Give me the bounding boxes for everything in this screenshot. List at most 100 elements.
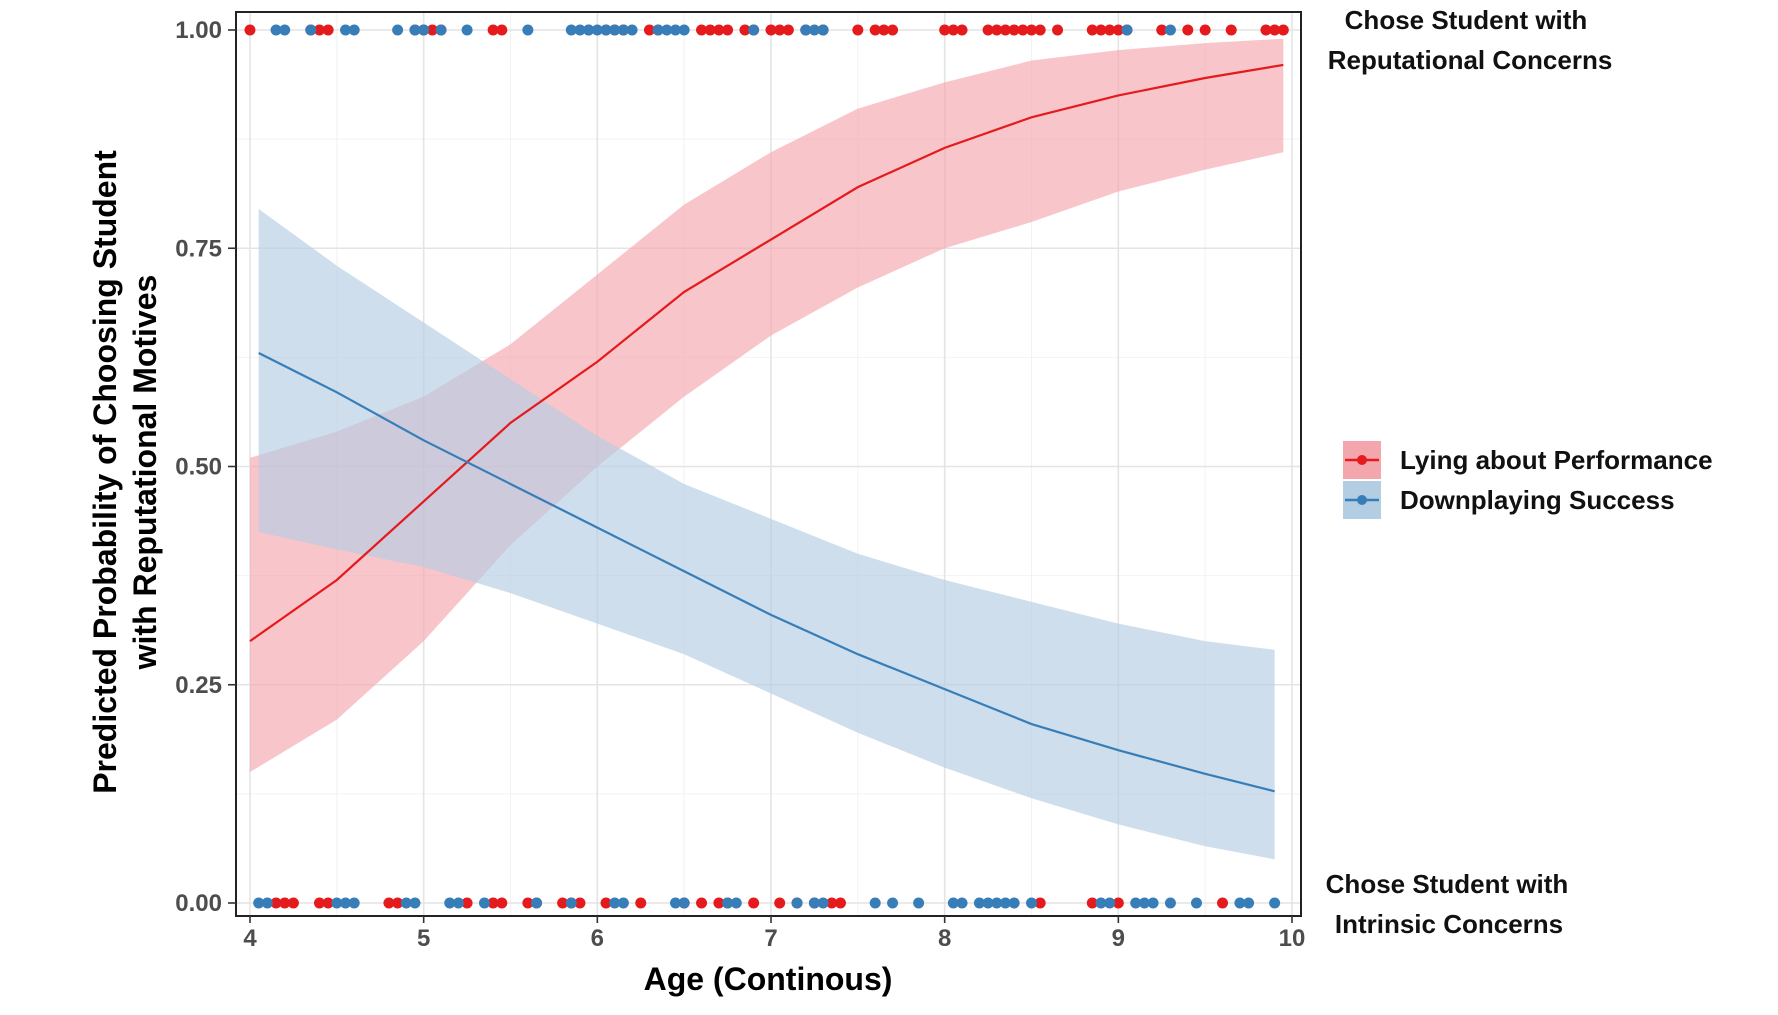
data-point-downplaying-0	[808, 897, 820, 909]
legend-label-downplaying: Downplaying Success	[1400, 485, 1675, 515]
x-tick-label: 4	[243, 925, 257, 952]
data-point-downplaying-0	[340, 897, 352, 909]
x-tick-label: 7	[764, 925, 777, 952]
data-point-downplaying-0	[331, 897, 343, 909]
data-point-downplaying-0	[991, 897, 1003, 909]
confidence-ribbon-downplaying	[258, 208, 1275, 860]
data-point-downplaying-0	[1164, 897, 1176, 909]
data-point-lying-0	[696, 897, 708, 909]
y-tick-label: 0.00	[175, 890, 222, 917]
data-point-downplaying-0	[1190, 897, 1202, 909]
data-point-lying-1	[244, 24, 256, 36]
data-point-downplaying-1	[270, 24, 282, 36]
data-point-downplaying-1	[435, 24, 447, 36]
data-point-lying-0	[600, 897, 612, 909]
data-point-lying-1	[426, 24, 438, 36]
data-point-downplaying-0	[617, 897, 629, 909]
data-point-downplaying-0	[1104, 897, 1116, 909]
data-point-downplaying-0	[1147, 897, 1159, 909]
data-point-lying-1	[887, 24, 899, 36]
data-point-lying-1	[1017, 24, 1029, 36]
data-point-downplaying-1	[669, 24, 681, 36]
data-point-lying-0	[1112, 897, 1124, 909]
data-point-lying-0	[287, 897, 299, 909]
data-point-downplaying-1	[591, 24, 603, 36]
data-point-downplaying-0	[913, 897, 925, 909]
data-point-lying-1	[1156, 24, 1168, 36]
y-tick-label: 0.25	[175, 672, 222, 699]
data-point-lying-1	[487, 24, 499, 36]
legend-label-lying: Lying about Performance	[1400, 445, 1713, 475]
y-tick-label: 0.50	[175, 454, 222, 481]
y-axis-title-line2: with Reputational Motives	[127, 275, 163, 671]
data-point-downplaying-0	[1138, 897, 1150, 909]
data-point-lying-1	[1269, 24, 1281, 36]
data-point-lying-1	[696, 24, 708, 36]
data-point-lying-1	[782, 24, 794, 36]
data-point-downplaying-0	[409, 897, 421, 909]
data-point-downplaying-0	[999, 897, 1011, 909]
data-point-lying-1	[704, 24, 716, 36]
data-point-downplaying-0	[1234, 897, 1246, 909]
data-point-lying-1	[956, 24, 968, 36]
data-point-lying-1	[1086, 24, 1098, 36]
data-point-downplaying-1	[652, 24, 664, 36]
data-point-downplaying-0	[348, 897, 360, 909]
data-point-lying-0	[1086, 897, 1098, 909]
data-point-downplaying-1	[617, 24, 629, 36]
annotation-top-line2: Reputational Concerns	[1328, 45, 1613, 75]
data-point-downplaying-0	[253, 897, 265, 909]
data-point-lying-1	[852, 24, 864, 36]
annotation-bottom-line1: Chose Student with	[1326, 869, 1569, 899]
data-point-lying-1	[1199, 24, 1211, 36]
data-point-downplaying-0	[531, 897, 543, 909]
data-point-downplaying-0	[609, 897, 621, 909]
x-tick-label: 9	[1112, 925, 1125, 952]
data-point-downplaying-0	[869, 897, 881, 909]
data-point-lying-1	[1182, 24, 1194, 36]
annotation-top-line1: Chose Student with	[1345, 5, 1588, 35]
data-point-lying-1	[739, 24, 751, 36]
data-point-lying-1	[1052, 24, 1064, 36]
data-point-lying-0	[748, 897, 760, 909]
data-point-lying-0	[487, 897, 499, 909]
data-point-downplaying-1	[600, 24, 612, 36]
line-layer	[249, 63, 1284, 793]
data-point-downplaying-0	[452, 897, 464, 909]
data-point-downplaying-1	[800, 24, 812, 36]
data-point-downplaying-1	[574, 24, 586, 36]
data-point-downplaying-0	[1269, 897, 1281, 909]
data-point-downplaying-0	[1130, 897, 1142, 909]
data-point-lying-1	[1277, 24, 1289, 36]
data-point-lying-0	[461, 897, 473, 909]
data-point-lying-1	[1112, 24, 1124, 36]
data-point-lying-0	[392, 897, 404, 909]
data-point-lying-0	[383, 897, 395, 909]
data-point-downplaying-0	[887, 897, 899, 909]
data-point-lying-0	[522, 897, 534, 909]
data-point-lying-0	[774, 897, 786, 909]
data-point-lying-1	[1034, 24, 1046, 36]
data-point-downplaying-1	[418, 24, 430, 36]
data-point-lying-0	[713, 897, 725, 909]
data-point-downplaying-0	[791, 897, 803, 909]
data-point-lying-0	[313, 897, 325, 909]
data-point-downplaying-1	[1121, 24, 1133, 36]
data-point-downplaying-0	[722, 897, 734, 909]
data-point-lying-1	[722, 24, 734, 36]
y-tick-label: 0.75	[175, 235, 222, 262]
data-point-lying-1	[1026, 24, 1037, 36]
axis-layer: 4 5 6 7 8 9 10 0.00 0.25 0.50 0.75 1.00	[175, 17, 1305, 952]
data-point-downplaying-0	[973, 897, 985, 909]
data-point-downplaying-1	[461, 24, 473, 36]
data-point-lying-0	[270, 897, 282, 909]
data-point-lying-1	[947, 24, 959, 36]
legend-key-lying-point	[1357, 455, 1367, 465]
data-point-lying-0	[322, 897, 334, 909]
data-point-downplaying-1	[279, 24, 291, 36]
data-point-downplaying-0	[1026, 897, 1037, 909]
data-point-lying-1	[313, 24, 325, 36]
data-point-downplaying-1	[340, 24, 352, 36]
data-point-downplaying-0	[678, 897, 690, 909]
